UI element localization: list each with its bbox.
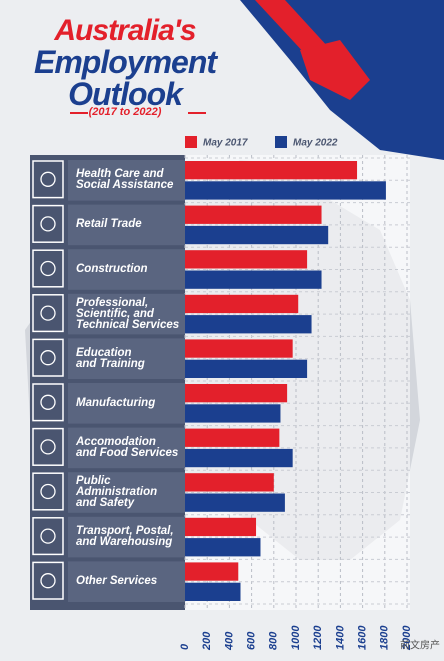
icon-box: [32, 383, 64, 422]
bar: [185, 384, 288, 403]
x-tick-label: 800: [268, 631, 280, 650]
bar: [185, 205, 322, 224]
category-label: Health Care and Social Assistance: [76, 168, 174, 192]
icon: [40, 350, 56, 366]
label-box: [68, 249, 185, 290]
bar: [185, 315, 312, 334]
icon: [40, 305, 56, 321]
title-line: Employment: [33, 44, 217, 80]
label-box: [68, 561, 185, 602]
label-box: [68, 338, 185, 379]
title-line: Australia's: [54, 14, 196, 47]
bar: [185, 294, 299, 314]
bar: [185, 428, 280, 447]
title-line: Outlook: [68, 76, 183, 112]
icon-box: [32, 517, 64, 556]
category-label: Transport, Postal, and Warehousing: [76, 525, 174, 549]
x-tick-label: 1600: [357, 625, 369, 650]
figure-decoration: [300, 40, 370, 100]
label-box: [68, 383, 185, 424]
icon-box: [32, 472, 64, 511]
bar: [185, 181, 386, 200]
label-box: [68, 160, 185, 201]
x-tick-label: 400: [223, 631, 235, 651]
icon: [40, 394, 56, 410]
icon-box: [32, 427, 64, 466]
label-box: [68, 293, 185, 335]
category-label: Public Administration and Safety: [76, 474, 158, 509]
bar: [185, 270, 322, 289]
x-tick-label: 1400: [334, 625, 346, 650]
icon: [40, 260, 56, 277]
bar: [185, 339, 293, 358]
bar: [185, 517, 257, 537]
icon-box: [32, 294, 64, 333]
subtitle: (2017 to 2022): [88, 106, 162, 118]
icon-box: [32, 204, 64, 243]
legend-label: May 2017: [203, 138, 248, 149]
label-box: [68, 472, 185, 513]
legend-label: May 2022: [293, 138, 338, 149]
category-label: Professional, Scientific, and Technical …: [76, 296, 180, 331]
bar: [185, 225, 329, 245]
icon: [40, 439, 56, 455]
x-tick-label: 200: [201, 631, 213, 651]
bar: [185, 473, 274, 492]
bar: [185, 359, 308, 378]
x-tick-label: 600: [246, 631, 258, 650]
watermark: 前文房产: [400, 639, 440, 652]
x-tick-label: 1200: [312, 625, 324, 650]
legend-swatch: [275, 136, 287, 148]
bar: [185, 582, 241, 601]
icon-box: [32, 338, 64, 377]
icon: [40, 216, 56, 232]
icon: [40, 573, 56, 589]
label-box: [68, 516, 185, 558]
bar: [185, 562, 239, 581]
category-label: Other Services: [76, 575, 158, 588]
icon-box: [32, 561, 64, 600]
label-box: [68, 427, 185, 469]
category-label: Retail Trade: [76, 218, 142, 231]
x-tick-label: 1000: [290, 625, 302, 650]
bar: [185, 448, 293, 468]
x-tick-label: 1800: [379, 625, 391, 650]
bar: [185, 538, 261, 557]
icon-box: [32, 249, 64, 288]
category-label: Education and Training: [76, 346, 145, 370]
icon: [40, 483, 56, 500]
x-tick-label: 0: [179, 643, 191, 650]
category-label: Construction: [76, 262, 148, 275]
x-tick-label: 2000: [401, 625, 413, 651]
icon: [40, 171, 56, 187]
icon: [40, 528, 56, 544]
bar: [185, 250, 308, 269]
label-box: [68, 204, 185, 246]
category-label: Accomodation and Food Services: [76, 435, 179, 459]
bar: [185, 404, 281, 423]
bar: [185, 493, 285, 512]
bar: [185, 161, 358, 180]
category-label: Manufacturing: [76, 396, 156, 409]
icon-box: [32, 160, 64, 199]
legend-swatch: [185, 136, 197, 148]
